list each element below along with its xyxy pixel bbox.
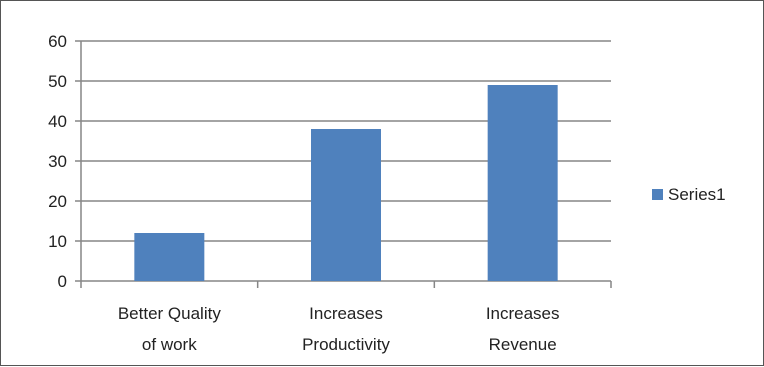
x-category-label: Increases bbox=[309, 304, 383, 323]
y-tick-label: 20 bbox=[48, 192, 67, 211]
y-tick-label: 10 bbox=[48, 232, 67, 251]
bar-2 bbox=[311, 129, 381, 281]
legend-label: Series1 bbox=[668, 185, 726, 204]
y-tick-label: 50 bbox=[48, 72, 67, 91]
bar-3 bbox=[487, 85, 558, 281]
x-category-label: Revenue bbox=[489, 335, 557, 354]
x-category-label: of work bbox=[142, 335, 197, 354]
y-tick-label: 40 bbox=[48, 112, 67, 131]
y-tick-label: 30 bbox=[48, 152, 67, 171]
y-tick-label: 60 bbox=[48, 32, 67, 51]
legend-swatch bbox=[652, 189, 663, 200]
x-category-label: Better Quality bbox=[118, 304, 221, 323]
bar-1 bbox=[134, 233, 205, 281]
y-tick-label: 0 bbox=[58, 272, 67, 291]
x-category-label: Productivity bbox=[302, 335, 390, 354]
x-category-label: Increases bbox=[486, 304, 560, 323]
